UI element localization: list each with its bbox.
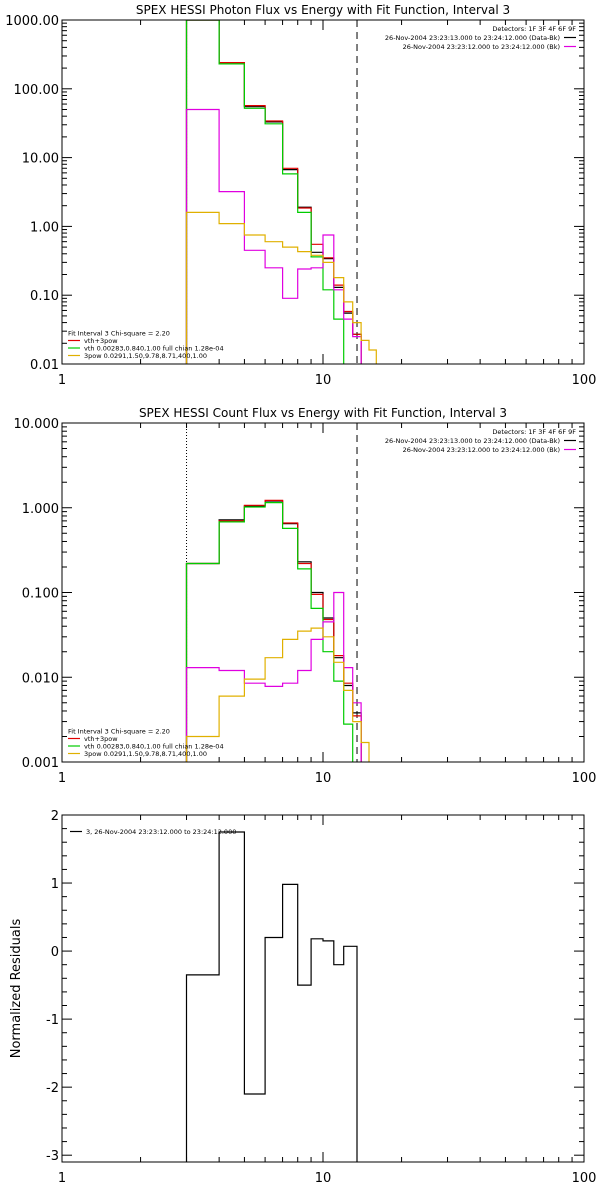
x-tick-label: 1 — [58, 373, 66, 388]
y-axis-label: Normalized Residuals — [9, 919, 24, 1059]
legend-entry: 3pow 0.0291,1.50,9.78,8.71,400,1.00 — [84, 750, 207, 758]
y-tick-label: 1000.00 — [5, 14, 59, 29]
series-data_minus_bk — [185, 500, 362, 762]
y-tick-label: 1.00 — [30, 220, 59, 235]
x-tick-label: 10 — [315, 1171, 332, 1186]
y-tick-label: -1 — [46, 1013, 59, 1028]
legend-entry: 3, 26-Nov-2004 23:23:12.000 to 23:24:12.… — [86, 828, 236, 836]
plot-frame — [61, 814, 585, 1163]
series-total_fit — [185, 499, 362, 762]
y-tick-label: -3 — [46, 1149, 59, 1164]
x-tick-label: 100 — [572, 373, 597, 388]
series-group — [185, 831, 358, 1162]
y-tick-label: 1 — [51, 877, 59, 892]
plot-frame — [61, 422, 585, 763]
y-tick-label: -2 — [46, 1081, 59, 1096]
series-residuals — [185, 831, 358, 1162]
x-tick-label: 10 — [315, 373, 332, 388]
legend-bottom-left: Fit Interval 3 Chi-square = 2.20vth+3pow… — [68, 728, 224, 758]
chart-panel-1: SPEX HESSI Photon Flux vs Energy with Fi… — [5, 3, 596, 388]
y-tick-label: 10.000 — [14, 417, 60, 432]
legend-entry: 26-Nov-2004 23:23:13.000 to 23:24:12.000… — [385, 34, 560, 42]
legend-entry: vth 0.00283,0.840,1.00 full chian 1.28e-… — [84, 743, 224, 751]
legend-entry: 3pow 0.0291,1.50,9.78,8.71,400,1.00 — [84, 352, 207, 360]
y-tick-label: 0.010 — [22, 671, 59, 686]
series-total_fit — [185, 20, 362, 364]
series-bk — [185, 108, 362, 364]
legend-entry: vth 0.00283,0.840,1.00 full chian 1.28e-… — [84, 345, 224, 353]
legend-entry: Fit Interval 3 Chi-square = 2.20 — [68, 728, 170, 736]
series-3pow — [185, 211, 377, 364]
x-tick-label: 100 — [572, 1171, 597, 1186]
legend-entry: 26-Nov-2004 23:23:12.000 to 23:24:12.000… — [403, 446, 560, 454]
x-tick-label: 1 — [58, 1171, 66, 1186]
legend-entry: 26-Nov-2004 23:23:12.000 to 23:24:12.000… — [403, 43, 560, 51]
legend-entry: Detectors: 1F 3F 4F 6F 9F — [492, 428, 576, 436]
y-tick-label: 100.00 — [14, 83, 60, 98]
legend-entry: vth+3pow — [84, 337, 118, 345]
series-group — [185, 499, 370, 762]
y-tick-label: 0.100 — [22, 587, 59, 602]
y-tick-label: 0.001 — [22, 756, 59, 771]
chart-panel-2: SPEX HESSI Count Flux vs Energy with Fit… — [14, 406, 597, 786]
legend-entry: Detectors: 1F 3F 4F 6F 9F — [492, 25, 576, 33]
y-tick-label: 0 — [51, 945, 59, 960]
chart-title: SPEX HESSI Count Flux vs Energy with Fit… — [139, 406, 507, 420]
y-ticks: -3 -2 -1 0 1 2 — [46, 809, 584, 1164]
x-tick-label: 1 — [58, 771, 66, 786]
series-bk — [185, 591, 362, 762]
y-tick-label: 1.000 — [22, 502, 59, 517]
legend-entry: Fit Interval 3 Chi-square = 2.20 — [68, 330, 170, 338]
x-ticks: 1 10 100 — [58, 423, 597, 786]
y-tick-label: 0.01 — [30, 358, 59, 373]
x-ticks: 1 10 100 — [58, 815, 597, 1186]
y-tick-label: 0.10 — [30, 289, 59, 304]
series-group — [185, 20, 377, 364]
series-vth — [185, 20, 345, 364]
chart-title: SPEX HESSI Photon Flux vs Energy with Fi… — [136, 3, 510, 17]
y-tick-label: 2 — [51, 809, 59, 824]
legend-bottom-left: Fit Interval 3 Chi-square = 2.20vth+3pow… — [68, 330, 224, 360]
chart-panel-3: Normalized Residuals 1 10 100 -3 -2 -1 0 1 2 3, 26… — [9, 809, 596, 1186]
y-ticks: 0.01 0.10 1.00 10.00 100.00 1000.00 — [5, 14, 584, 373]
plot-frame — [61, 19, 585, 365]
legend-entry: 26-Nov-2004 23:23:13.000 to 23:24:12.000… — [385, 437, 560, 445]
legend-entry: vth+3pow — [84, 735, 118, 743]
legend-top-left: 3, 26-Nov-2004 23:23:12.000 to 23:24:12.… — [70, 828, 236, 836]
x-tick-label: 10 — [315, 771, 332, 786]
series-3pow — [185, 627, 370, 762]
x-tick-label: 100 — [572, 771, 597, 786]
series-vth — [185, 502, 354, 762]
y-tick-label: 10.00 — [22, 152, 59, 167]
x-ticks: 1 10 100 — [58, 20, 597, 388]
